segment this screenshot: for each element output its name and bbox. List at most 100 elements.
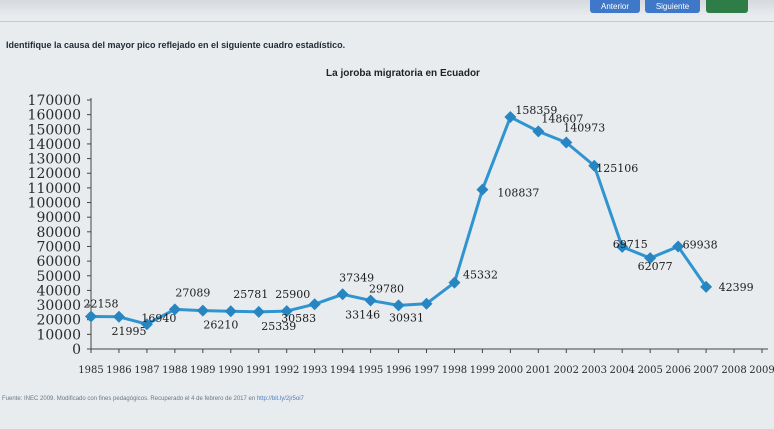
divider xyxy=(0,21,774,22)
data-point xyxy=(168,303,181,316)
x-tick-label: 1985 xyxy=(78,365,103,376)
y-tick-label: 130000 xyxy=(28,152,81,168)
source-note: Fuente: INEC 2009. Modificado con fines … xyxy=(2,396,304,402)
data-label: 69715 xyxy=(613,238,648,251)
question-text: Identifique la causa del mayor pico refl… xyxy=(6,40,346,50)
data-point xyxy=(280,305,293,318)
y-tick-label: 10000 xyxy=(36,327,81,343)
x-tick-label: 1994 xyxy=(330,365,355,376)
y-tick-label: 140000 xyxy=(28,137,81,153)
source-link[interactable]: http://bit.ly/2jr5oi7 xyxy=(256,396,304,402)
x-tick-label: 1989 xyxy=(190,365,215,376)
x-tick-label: 2005 xyxy=(637,365,662,376)
data-point xyxy=(196,304,209,317)
x-tick-label: 2009 xyxy=(749,365,774,376)
top-bar: Anterior Siguiente xyxy=(0,0,774,16)
data-point xyxy=(644,252,657,265)
data-label: 25339 xyxy=(261,320,296,333)
data-label: 26210 xyxy=(203,319,238,332)
x-tick-label: 1990 xyxy=(218,365,243,376)
data-label: 25900 xyxy=(275,288,310,301)
x-tick-label: 1992 xyxy=(274,365,299,376)
data-point xyxy=(308,298,321,311)
data-label: 140973 xyxy=(563,122,605,135)
data-point xyxy=(532,125,545,138)
x-tick-label: 1997 xyxy=(414,365,439,376)
data-point xyxy=(392,299,405,312)
y-tick-label: 100000 xyxy=(28,196,81,212)
previous-button[interactable]: Anterior xyxy=(590,0,640,13)
x-tick-label: 1996 xyxy=(386,365,411,376)
data-point xyxy=(364,294,377,307)
data-point xyxy=(448,276,461,289)
y-tick-label: 40000 xyxy=(36,283,81,299)
y-tick-label: 120000 xyxy=(28,166,81,182)
data-label: 42399 xyxy=(719,281,754,294)
data-point xyxy=(420,297,433,310)
data-point xyxy=(224,305,237,318)
y-tick-label: 70000 xyxy=(36,239,81,255)
y-tick-label: 20000 xyxy=(36,313,81,329)
y-tick-label: 170000 xyxy=(28,93,81,109)
y-tick-label: 0 xyxy=(72,342,81,358)
source-text: Fuente: INEC 2009. Modificado con fines … xyxy=(2,396,256,402)
data-point xyxy=(588,159,601,172)
data-point xyxy=(700,280,713,293)
y-tick-label: 80000 xyxy=(36,225,81,241)
x-tick-label: 1987 xyxy=(134,365,159,376)
submit-button[interactable] xyxy=(706,0,748,13)
data-label: 29780 xyxy=(369,282,404,295)
data-point xyxy=(560,136,573,149)
data-label: 21995 xyxy=(111,325,146,338)
data-label: 33146 xyxy=(345,308,380,321)
data-label: 30583 xyxy=(281,312,316,325)
data-label: 148607 xyxy=(541,112,583,125)
x-tick-label: 2004 xyxy=(609,365,634,376)
data-label: 37349 xyxy=(339,271,374,284)
data-label: 25781 xyxy=(233,288,268,301)
data-label: 108837 xyxy=(497,187,539,200)
x-tick-label: 2003 xyxy=(582,365,607,376)
data-label: 125106 xyxy=(596,162,638,175)
x-tick-label: 2000 xyxy=(498,365,523,376)
data-point xyxy=(504,111,517,124)
next-button[interactable]: Siguiente xyxy=(645,0,700,13)
data-point xyxy=(252,305,265,318)
y-tick-label: 160000 xyxy=(28,108,81,124)
x-tick-label: 1995 xyxy=(358,365,383,376)
x-tick-label: 1991 xyxy=(246,365,271,376)
x-tick-label: 1998 xyxy=(442,365,467,376)
data-label: 22158 xyxy=(84,298,119,311)
data-point xyxy=(476,183,489,196)
y-tick-label: 60000 xyxy=(36,254,81,270)
data-label: 27089 xyxy=(175,286,210,299)
data-label: 30931 xyxy=(389,312,424,325)
y-tick-label: 90000 xyxy=(36,210,81,226)
y-tick-label: 110000 xyxy=(28,181,81,197)
line-chart: 0100002000030000400005000060000700008000… xyxy=(28,93,774,376)
x-tick-label: 1993 xyxy=(302,365,327,376)
data-label: 45332 xyxy=(463,269,498,282)
data-point xyxy=(140,318,153,331)
data-point xyxy=(672,240,685,253)
x-tick-label: 2002 xyxy=(554,365,579,376)
data-label: 158359 xyxy=(515,104,557,117)
data-label: 62077 xyxy=(638,260,673,273)
x-tick-label: 2007 xyxy=(693,365,718,376)
y-tick-label: 30000 xyxy=(36,298,81,314)
data-point xyxy=(616,240,629,253)
x-tick-label: 1988 xyxy=(162,365,187,376)
data-label: 16940 xyxy=(141,312,176,325)
x-tick-label: 1986 xyxy=(106,365,131,376)
x-tick-label: 2001 xyxy=(526,365,551,376)
y-tick-label: 50000 xyxy=(36,269,81,285)
data-label: 69938 xyxy=(683,239,718,252)
data-point xyxy=(85,310,97,323)
data-point xyxy=(336,288,349,301)
chart-title: La joroba migratoria en Ecuador xyxy=(326,68,480,79)
x-tick-label: 2006 xyxy=(665,365,690,376)
x-tick-label: 1999 xyxy=(470,365,495,376)
data-point xyxy=(112,310,125,323)
chart-container: La joroba migratoria en Ecuador 0 10000 20… xyxy=(0,60,774,429)
y-tick-label: 150000 xyxy=(28,122,81,138)
